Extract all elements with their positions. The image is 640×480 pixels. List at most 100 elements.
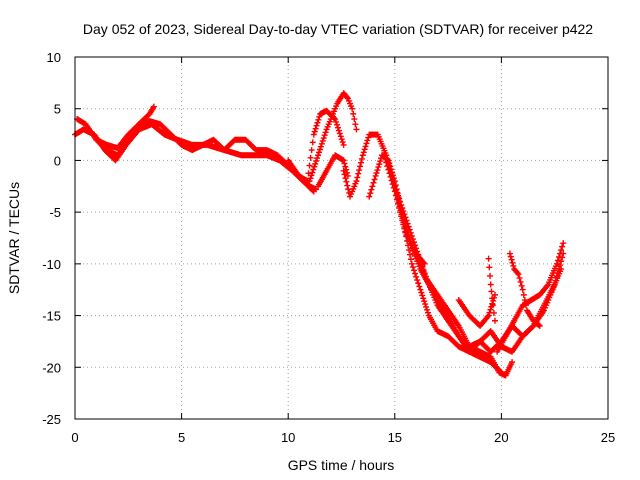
y-tick-label: 0 xyxy=(54,153,61,168)
y-tick-label: -15 xyxy=(42,309,61,324)
data-point xyxy=(306,178,313,185)
data-point xyxy=(489,302,496,309)
data-point xyxy=(509,259,516,266)
data-point xyxy=(409,236,416,243)
series-arc-2 xyxy=(72,121,317,195)
data-point xyxy=(315,152,322,159)
data-point xyxy=(360,149,367,156)
data-point xyxy=(307,154,314,161)
series-arc-4 xyxy=(285,107,347,185)
data-point xyxy=(412,270,419,277)
data-point xyxy=(420,295,427,302)
data-point xyxy=(400,208,407,215)
data-point xyxy=(407,256,414,263)
y-tick-label: -25 xyxy=(42,412,61,427)
data-point xyxy=(396,195,403,202)
data-point xyxy=(312,125,319,132)
data-point xyxy=(339,139,346,146)
data-point xyxy=(554,257,561,264)
data-point xyxy=(309,139,316,146)
data-point xyxy=(367,190,374,197)
data-point xyxy=(314,155,321,162)
data-point xyxy=(410,239,417,246)
data-point xyxy=(508,256,515,263)
data-point xyxy=(422,273,429,280)
data-point xyxy=(485,312,492,319)
data-point xyxy=(313,122,320,129)
y-tick-label: -10 xyxy=(42,257,61,272)
data-point xyxy=(150,103,157,110)
data-point xyxy=(306,162,313,169)
data-point xyxy=(490,309,497,316)
series-arc-5 xyxy=(306,90,360,185)
data-point xyxy=(403,217,410,224)
data-point xyxy=(373,169,380,176)
data-point xyxy=(311,163,318,170)
data-point xyxy=(321,132,328,139)
data-point xyxy=(317,143,324,150)
data-point xyxy=(398,201,405,208)
data-point xyxy=(553,273,560,280)
data-point xyxy=(333,121,340,128)
data-point xyxy=(407,229,414,236)
data-point xyxy=(409,264,416,271)
data-point xyxy=(406,251,413,258)
data-point xyxy=(557,262,564,269)
data-point xyxy=(488,288,495,295)
data-point xyxy=(370,179,377,186)
data-point xyxy=(514,269,521,276)
x-tick-label: 10 xyxy=(281,430,295,445)
data-point xyxy=(362,143,369,150)
data-point xyxy=(357,159,364,166)
data-point xyxy=(507,253,514,260)
data-point xyxy=(366,193,373,200)
data-point xyxy=(315,116,322,123)
data-point xyxy=(384,163,391,170)
data-point xyxy=(401,225,408,232)
data-point xyxy=(340,157,347,164)
data-point xyxy=(535,322,542,329)
data-point xyxy=(410,267,417,274)
series-arc-10 xyxy=(391,183,567,355)
x-axis-label: GPS time / hours xyxy=(288,457,395,473)
data-point xyxy=(377,158,384,165)
y-tick-label: -20 xyxy=(42,360,61,375)
data-point xyxy=(413,273,420,280)
data-point xyxy=(424,309,431,316)
data-point xyxy=(383,159,390,166)
series-arc-3 xyxy=(93,103,157,159)
data-point xyxy=(394,192,401,199)
data-point xyxy=(401,211,408,218)
data-point xyxy=(340,141,347,148)
data-point xyxy=(387,173,394,180)
data-point xyxy=(363,140,370,147)
data-point xyxy=(338,136,345,143)
data-point xyxy=(308,172,315,179)
data-point xyxy=(334,124,341,131)
data-point xyxy=(376,161,383,168)
data-point xyxy=(316,113,323,120)
data-point xyxy=(557,250,564,257)
data-point xyxy=(343,178,350,185)
data-point xyxy=(487,306,494,313)
chart-title: Day 052 of 2023, Sidereal Day-to-day VTE… xyxy=(83,21,593,37)
data-point xyxy=(412,242,419,249)
data-point xyxy=(515,271,522,278)
data-point xyxy=(421,260,428,267)
data-point xyxy=(391,183,398,190)
x-tick-label: 20 xyxy=(494,430,508,445)
data-point xyxy=(322,129,329,136)
data-point xyxy=(368,186,375,193)
data-point xyxy=(402,214,409,221)
data-point xyxy=(341,160,348,167)
data-point xyxy=(406,226,413,233)
data-point xyxy=(375,164,382,171)
data-point xyxy=(316,146,323,153)
data-point xyxy=(522,302,529,309)
data-point xyxy=(510,262,517,269)
data-point xyxy=(516,275,523,282)
data-point xyxy=(386,170,393,177)
data-point xyxy=(486,264,493,271)
series-arc-15 xyxy=(506,250,543,329)
